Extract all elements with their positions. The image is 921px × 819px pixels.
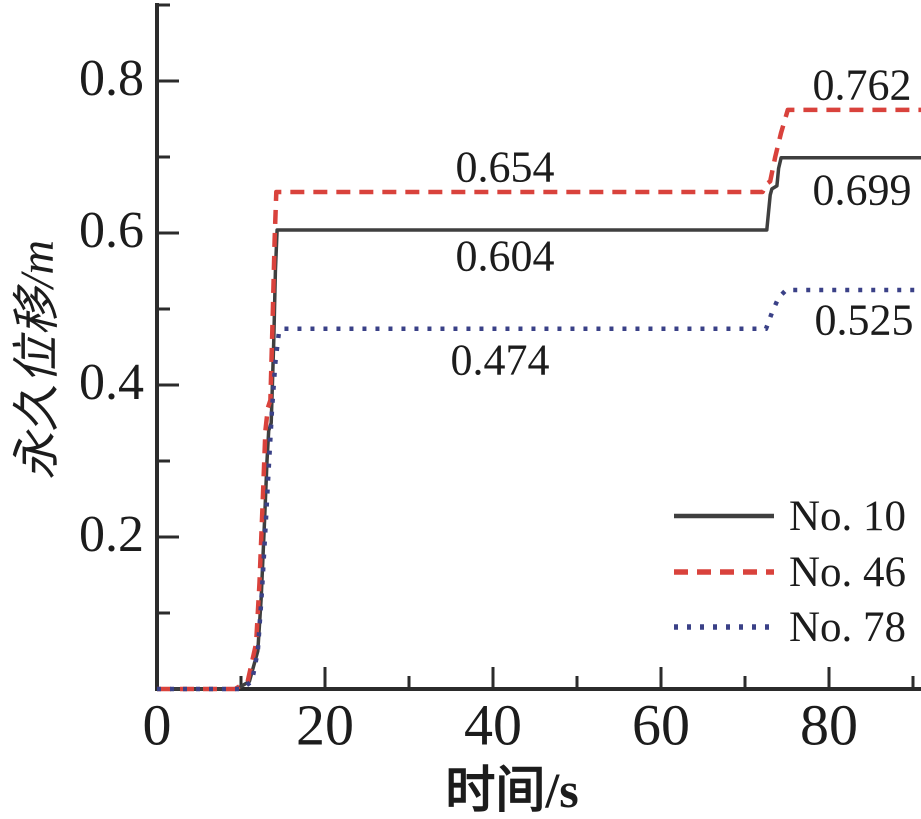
y-tick-label-0.8: 0.8	[79, 50, 144, 108]
legend-label-no-78: No. 78	[789, 603, 907, 651]
legend-item-no-10: No. 10	[672, 493, 906, 540]
y-tick-label-0.4: 0.4	[79, 354, 144, 412]
legend-line-sample-dashed	[674, 569, 774, 575]
legend-line-sample-dotted	[674, 624, 774, 630]
x-tick-label-0: 0	[142, 692, 172, 758]
annotation-0.604: 0.604	[455, 231, 555, 281]
legend-label-no-46: No. 46	[789, 548, 907, 596]
x-tick-label-40: 40	[464, 692, 522, 758]
annotation-0.525: 0.525	[814, 295, 914, 345]
y-tick-label-0.6: 0.6	[79, 202, 144, 260]
annotation-0.699: 0.699	[812, 165, 912, 215]
x-axis-title: 时间/s	[445, 762, 579, 818]
y-tick-label-0.2: 0.2	[79, 506, 144, 564]
x-tick-label-60: 60	[632, 692, 690, 758]
annotation-0.474: 0.474	[450, 335, 550, 385]
x-tick-label-80: 80	[800, 692, 858, 758]
annotation-0.654: 0.654	[455, 142, 555, 192]
y-axis-title: 永久位移/m	[11, 239, 64, 481]
legend-item-no-78: No. 78	[672, 604, 906, 651]
series-line-no-46	[157, 107, 921, 692]
legend: No. 10 No. 46 No. 78	[672, 488, 918, 658]
legend-label-no-10: No. 10	[789, 492, 907, 540]
x-tick-label-20: 20	[296, 692, 354, 758]
legend-item-no-46: No. 46	[672, 549, 906, 596]
legend-line-sample-solid	[674, 513, 774, 519]
annotation-0.762: 0.762	[812, 60, 912, 110]
series-line-no-10	[157, 156, 921, 691]
